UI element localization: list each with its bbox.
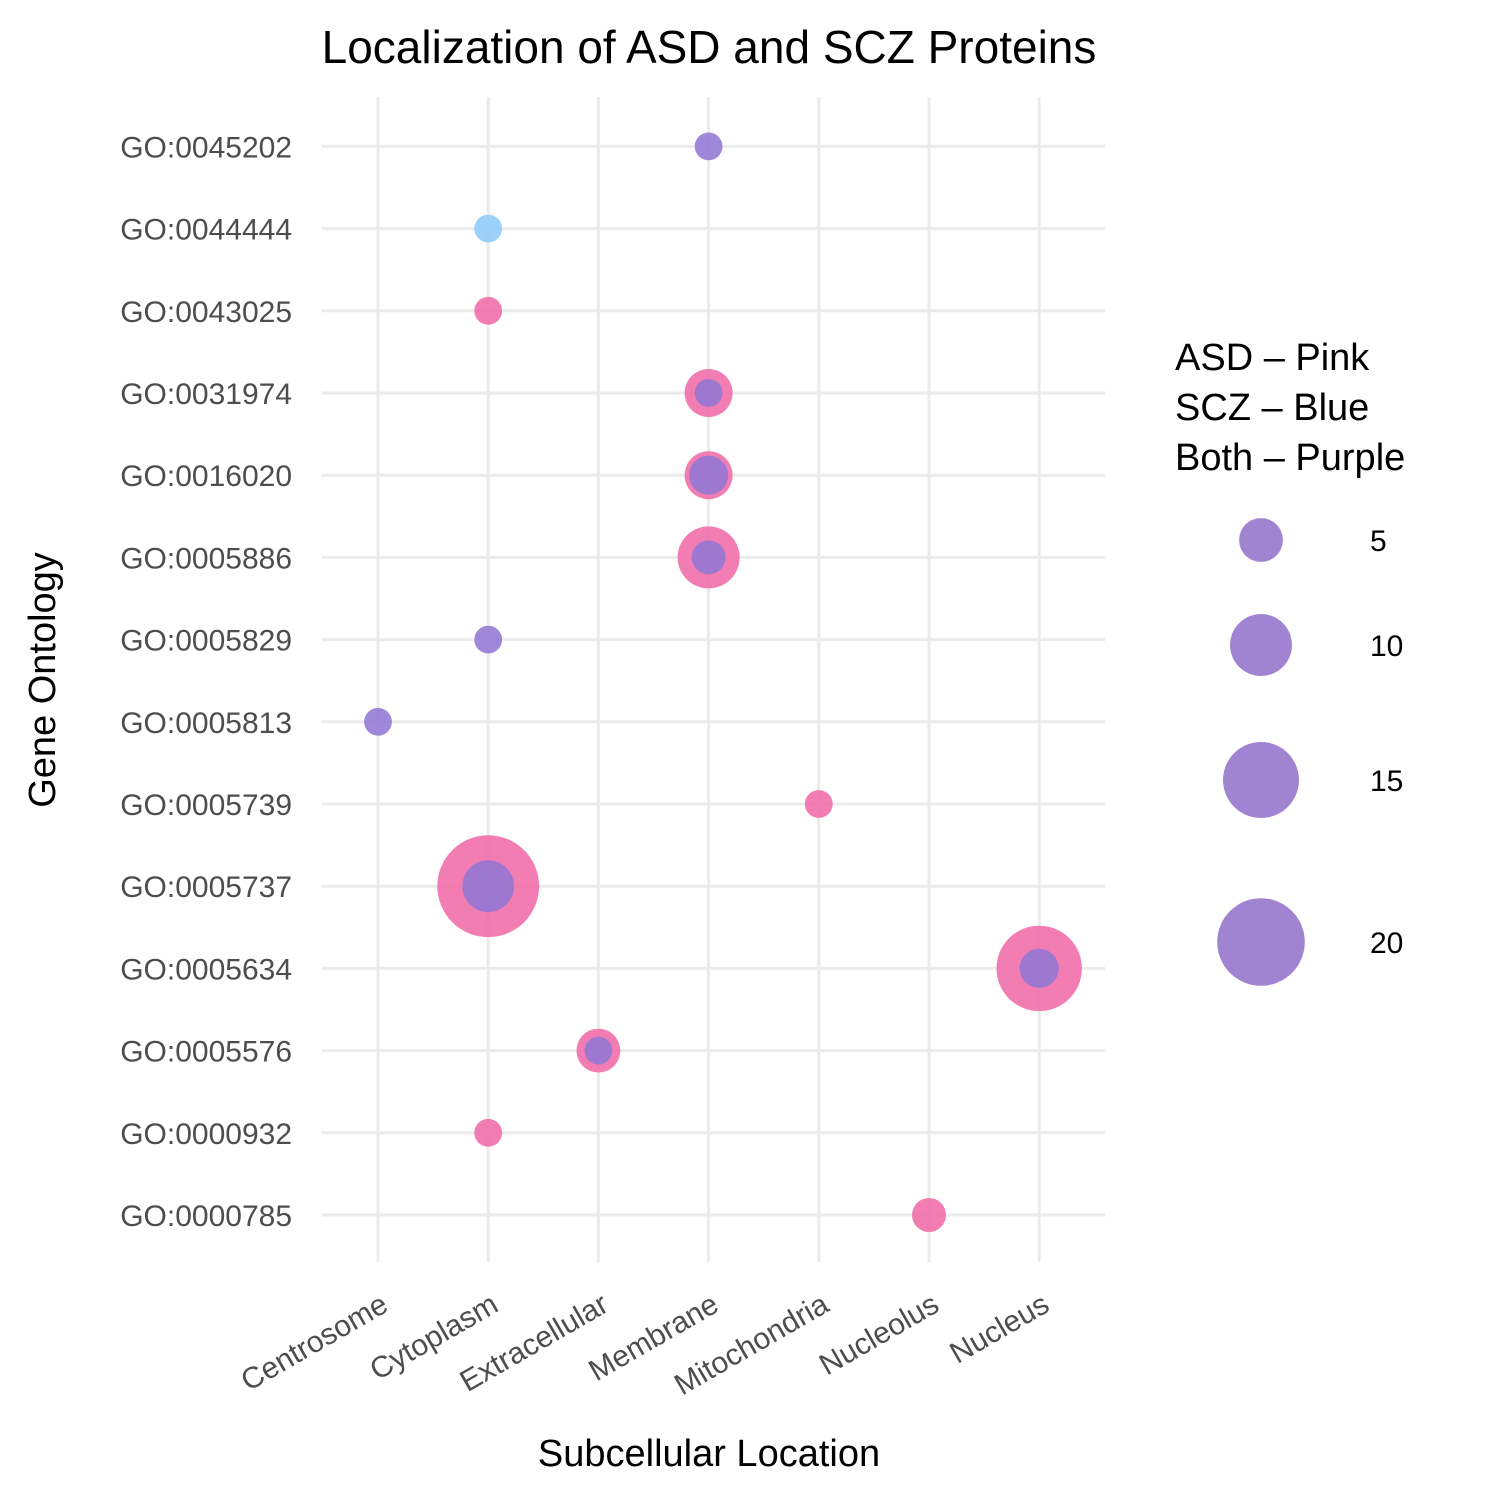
legend-key-label: 15 <box>1370 765 1403 798</box>
legend-title-line-2: SCZ – Blue <box>1175 387 1369 429</box>
y-tick-label: GO:0043025 <box>120 296 292 329</box>
point-both <box>1019 948 1059 989</box>
legend-key-label: 10 <box>1370 630 1403 663</box>
point-both <box>689 455 729 495</box>
x-tick-label: Nucleolus <box>814 1287 945 1381</box>
point-both <box>364 707 392 736</box>
point-both <box>584 1036 613 1065</box>
legend-key-circle <box>1230 614 1292 676</box>
size-legend: ASD – Pink SCZ – Blue Both – Purple 5 10 1… <box>1175 337 1405 986</box>
y-tick-label: GO:0005739 <box>120 789 292 822</box>
data-points <box>364 132 1082 1232</box>
y-axis-title: Gene Ontology <box>22 552 64 808</box>
point-both <box>474 625 503 654</box>
y-axis-tick-labels: GO:0000785 GO:0000932 GO:0005576 GO:0005634… <box>120 131 292 1233</box>
y-tick-label: GO:0044444 <box>120 214 292 247</box>
chart-title: Localization of ASD and SCZ Proteins <box>322 21 1097 73</box>
legend-key-label: 20 <box>1370 927 1403 960</box>
y-tick-label: GO:0045202 <box>120 131 292 164</box>
point-both <box>691 540 726 575</box>
y-tick-label: GO:0005886 <box>120 542 292 575</box>
point-both <box>694 132 723 161</box>
point-asd <box>474 296 503 325</box>
point-both <box>694 379 723 407</box>
point-asd <box>474 1118 503 1147</box>
x-axis-tick-labels: CentrosomeCytoplasmExtracellularMembrane… <box>235 1287 1054 1402</box>
point-asd <box>804 790 833 818</box>
legend-key-circle <box>1217 898 1305 986</box>
grid <box>322 97 1105 1262</box>
legend-key-label: 5 <box>1370 525 1387 558</box>
point-both <box>462 860 515 913</box>
legend-key-circle <box>1223 742 1299 818</box>
x-tick-label: Centrosome <box>235 1287 393 1397</box>
y-tick-label: GO:0000932 <box>120 1118 292 1151</box>
legend-title-line-3: Both – Purple <box>1175 437 1405 479</box>
point-asd <box>912 1198 946 1232</box>
y-tick-label: GO:0000785 <box>120 1200 292 1233</box>
y-tick-label: GO:0005813 <box>120 707 292 740</box>
y-tick-label: GO:0016020 <box>120 460 292 493</box>
legend-key-circle <box>1239 518 1283 562</box>
y-tick-label: GO:0005576 <box>120 1036 292 1069</box>
legend-keys: 5 10 15 20 <box>1217 518 1403 986</box>
y-tick-label: GO:0005737 <box>120 871 292 904</box>
legend-title-line-1: ASD – Pink <box>1175 337 1370 379</box>
x-axis-title: Subcellular Location <box>538 1433 880 1475</box>
point-scz <box>474 214 503 243</box>
x-tick-label: Nucleus <box>944 1287 1054 1370</box>
y-tick-label: GO:0031974 <box>120 378 292 411</box>
y-tick-label: GO:0005634 <box>120 953 292 986</box>
y-tick-label: GO:0005829 <box>120 625 292 658</box>
